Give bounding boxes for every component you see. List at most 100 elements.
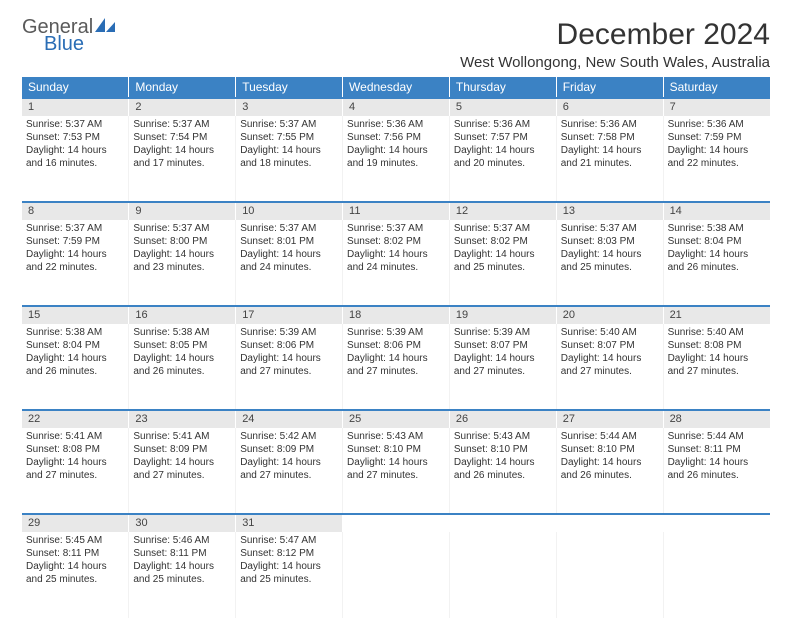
day-cell: Sunrise: 5:37 AMSunset: 7:53 PMDaylight:… [22, 116, 129, 202]
sunrise-line: Sunrise: 5:39 AM [347, 326, 445, 339]
daylight-line: Daylight: 14 hours and 26 minutes. [26, 352, 124, 378]
day-cell: Sunrise: 5:37 AMSunset: 8:01 PMDaylight:… [236, 220, 343, 306]
day-cell: Sunrise: 5:36 AMSunset: 7:59 PMDaylight:… [663, 116, 770, 202]
sunrise-line: Sunrise: 5:39 AM [454, 326, 552, 339]
month-title: December 2024 [460, 18, 770, 52]
daylight-line: Daylight: 14 hours and 26 minutes. [454, 456, 552, 482]
detail-row: Sunrise: 5:38 AMSunset: 8:04 PMDaylight:… [22, 324, 770, 410]
sunset-line: Sunset: 8:09 PM [240, 443, 338, 456]
daynum-cell: 29 [22, 514, 129, 532]
daynum-cell: 5 [449, 98, 556, 116]
daylight-line: Daylight: 14 hours and 22 minutes. [26, 248, 124, 274]
day-cell: Sunrise: 5:40 AMSunset: 8:07 PMDaylight:… [556, 324, 663, 410]
day-cell: Sunrise: 5:38 AMSunset: 8:05 PMDaylight:… [129, 324, 236, 410]
weekday-row: Sunday Monday Tuesday Wednesday Thursday… [22, 77, 770, 98]
day-cell: Sunrise: 5:37 AMSunset: 7:59 PMDaylight:… [22, 220, 129, 306]
location-text: West Wollongong, New South Wales, Austra… [460, 54, 770, 71]
sunrise-line: Sunrise: 5:37 AM [561, 222, 659, 235]
sunset-line: Sunset: 8:10 PM [454, 443, 552, 456]
daylight-line: Daylight: 14 hours and 27 minutes. [454, 352, 552, 378]
daylight-line: Daylight: 14 hours and 27 minutes. [561, 352, 659, 378]
page-header: General Blue December 2024 West Wollongo… [22, 18, 770, 71]
day-cell: Sunrise: 5:38 AMSunset: 8:04 PMDaylight:… [663, 220, 770, 306]
weekday-header: Thursday [449, 77, 556, 98]
sunset-line: Sunset: 8:11 PM [133, 547, 231, 560]
daynum-cell: 31 [236, 514, 343, 532]
detail-row: Sunrise: 5:37 AMSunset: 7:59 PMDaylight:… [22, 220, 770, 306]
daynum-cell: 18 [343, 306, 450, 324]
sunset-line: Sunset: 7:59 PM [668, 131, 766, 144]
daynum-cell: 12 [449, 202, 556, 220]
sunrise-line: Sunrise: 5:36 AM [668, 118, 766, 131]
sunset-line: Sunset: 8:02 PM [454, 235, 552, 248]
sunrise-line: Sunrise: 5:43 AM [347, 430, 445, 443]
sunset-line: Sunset: 8:04 PM [668, 235, 766, 248]
daylight-line: Daylight: 14 hours and 25 minutes. [26, 560, 124, 586]
sunset-line: Sunset: 8:11 PM [668, 443, 766, 456]
sunset-line: Sunset: 8:03 PM [561, 235, 659, 248]
sunset-line: Sunset: 8:12 PM [240, 547, 338, 560]
sunrise-line: Sunrise: 5:38 AM [26, 326, 124, 339]
sunset-line: Sunset: 8:07 PM [454, 339, 552, 352]
sunset-line: Sunset: 8:00 PM [133, 235, 231, 248]
daynum-cell: 9 [129, 202, 236, 220]
sunrise-line: Sunrise: 5:43 AM [454, 430, 552, 443]
daynum-cell: 1 [22, 98, 129, 116]
daynum-cell: 4 [343, 98, 450, 116]
day-cell: Sunrise: 5:37 AMSunset: 7:55 PMDaylight:… [236, 116, 343, 202]
day-cell: Sunrise: 5:43 AMSunset: 8:10 PMDaylight:… [343, 428, 450, 514]
sunset-line: Sunset: 8:07 PM [561, 339, 659, 352]
daylight-line: Daylight: 14 hours and 26 minutes. [668, 248, 766, 274]
daylight-line: Daylight: 14 hours and 25 minutes. [240, 560, 338, 586]
sunset-line: Sunset: 7:55 PM [240, 131, 338, 144]
sunrise-line: Sunrise: 5:41 AM [133, 430, 231, 443]
sunrise-line: Sunrise: 5:40 AM [561, 326, 659, 339]
sunrise-line: Sunrise: 5:37 AM [240, 118, 338, 131]
sunset-line: Sunset: 8:08 PM [26, 443, 124, 456]
daynum-row: 15161718192021 [22, 306, 770, 324]
detail-row: Sunrise: 5:37 AMSunset: 7:53 PMDaylight:… [22, 116, 770, 202]
daylight-line: Daylight: 14 hours and 25 minutes. [133, 560, 231, 586]
calendar-table: Sunday Monday Tuesday Wednesday Thursday… [22, 77, 770, 618]
sunrise-line: Sunrise: 5:37 AM [26, 118, 124, 131]
sunset-line: Sunset: 7:54 PM [133, 131, 231, 144]
daynum-cell: 15 [22, 306, 129, 324]
daylight-line: Daylight: 14 hours and 25 minutes. [561, 248, 659, 274]
logo-text: General Blue [22, 18, 117, 53]
day-cell: Sunrise: 5:44 AMSunset: 8:11 PMDaylight:… [663, 428, 770, 514]
daynum-cell: 22 [22, 410, 129, 428]
sunset-line: Sunset: 8:11 PM [26, 547, 124, 560]
daynum-cell: 27 [556, 410, 663, 428]
daynum-cell: 16 [129, 306, 236, 324]
daylight-line: Daylight: 14 hours and 27 minutes. [347, 456, 445, 482]
daynum-cell: 14 [663, 202, 770, 220]
daynum-cell: 6 [556, 98, 663, 116]
detail-row: Sunrise: 5:41 AM Sunset: 8:08 PM Daylight:… [22, 428, 770, 514]
daylight-line: Daylight: 14 hours and 27 minutes. [347, 352, 445, 378]
sunset-line: Sunset: 8:08 PM [668, 339, 766, 352]
sunrise-line: Sunrise: 5:37 AM [133, 222, 231, 235]
daynum-cell [343, 514, 450, 532]
day-cell: Sunrise: 5:36 AMSunset: 7:57 PMDaylight:… [449, 116, 556, 202]
daynum-cell: 30 [129, 514, 236, 532]
calendar-body: 1234567Sunrise: 5:37 AMSunset: 7:53 PMDa… [22, 98, 770, 618]
logo-word-2: Blue [44, 35, 117, 53]
sunrise-line: Sunrise: 5:37 AM [454, 222, 552, 235]
day-cell: Sunrise: 5:37 AMSunset: 8:00 PMDaylight:… [129, 220, 236, 306]
sunset-line: Sunset: 7:57 PM [454, 131, 552, 144]
sunrise-line: Sunrise: 5:38 AM [133, 326, 231, 339]
day-cell: Sunrise: 5:39 AMSunset: 8:06 PMDaylight:… [343, 324, 450, 410]
daylight-line: Daylight: 14 hours and 16 minutes. [26, 144, 124, 170]
daynum-row: 1234567 [22, 98, 770, 116]
sunrise-line: Sunrise: 5:40 AM [668, 326, 766, 339]
logo: General Blue [22, 18, 117, 53]
day-cell: Sunrise: 5:39 AMSunset: 8:06 PMDaylight:… [236, 324, 343, 410]
day-cell: Sunrise: 5:43 AMSunset: 8:10 PMDaylight:… [449, 428, 556, 514]
daylight-line: Daylight: 14 hours and 27 minutes. [240, 456, 338, 482]
sunset-line: Sunset: 8:06 PM [240, 339, 338, 352]
calendar-head: Sunday Monday Tuesday Wednesday Thursday… [22, 77, 770, 98]
sunset-line: Sunset: 8:10 PM [347, 443, 445, 456]
sunrise-line: Sunrise: 5:37 AM [347, 222, 445, 235]
daylight-line: Daylight: 14 hours and 20 minutes. [454, 144, 552, 170]
daynum-cell: 23 [129, 410, 236, 428]
